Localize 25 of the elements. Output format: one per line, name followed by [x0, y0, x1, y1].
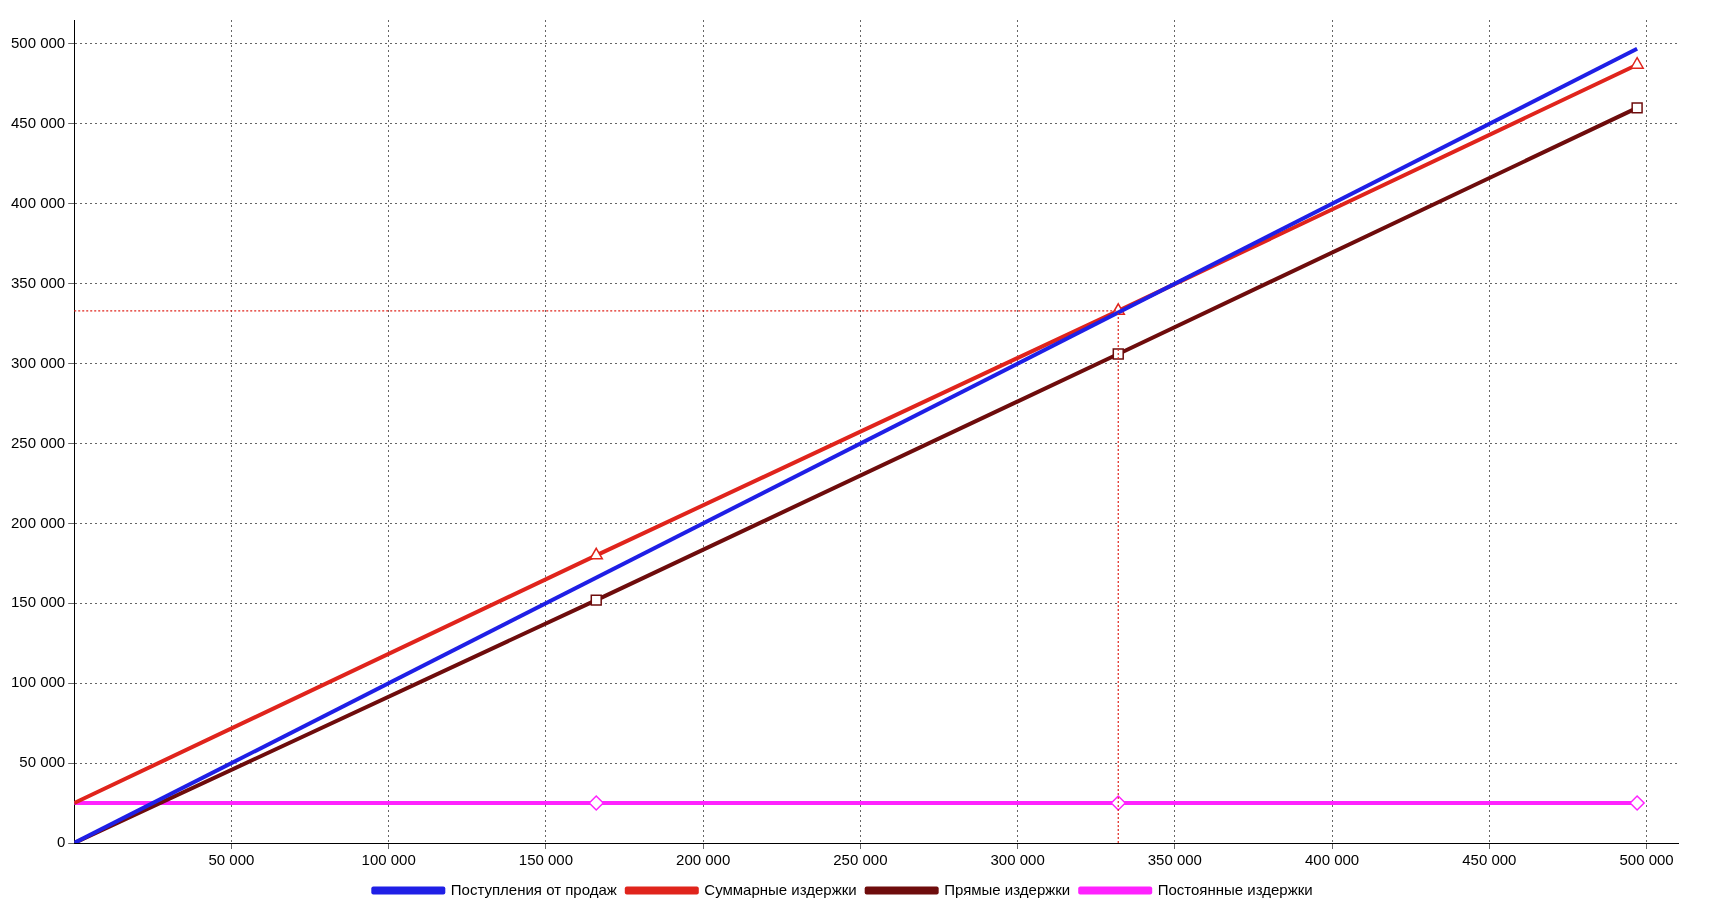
y-tick-label: 450 000: [10, 114, 66, 132]
y-tick-label: 200 000: [10, 513, 66, 531]
x-tick-label: 50 000: [208, 851, 255, 869]
x-tick-label: 300 000: [990, 851, 1045, 869]
y-tick-label: 250 000: [10, 433, 66, 451]
y-tick-label: 50 000: [19, 753, 66, 771]
x-tick-label: 100 000: [361, 851, 416, 869]
x-tick-label: 350 000: [1147, 851, 1202, 869]
y-tick-label: 100 000: [10, 673, 66, 691]
x-tick-label: 150 000: [518, 851, 574, 869]
y-tick-label: 150 000: [10, 593, 66, 611]
y-tick-label: 0: [56, 833, 66, 851]
x-tick-label: 450 000: [1462, 851, 1517, 869]
x-tick-label: 500 000: [1619, 851, 1674, 869]
legend-label: Суммарные издержки: [704, 880, 857, 898]
x-tick-label: 200 000: [676, 851, 731, 869]
y-tick-label: 350 000: [10, 273, 66, 291]
y-tick-label: 400 000: [10, 193, 66, 211]
x-tick-label: 250 000: [833, 851, 888, 869]
x-tick-label: 400 000: [1304, 851, 1360, 869]
legend-label: Поступления от продаж: [450, 880, 617, 898]
y-tick-label: 300 000: [10, 353, 66, 371]
legend-label: Постоянные издержки: [1157, 880, 1313, 898]
y-tick-label: 500 000: [10, 34, 66, 52]
legend-label: Прямые издержки: [944, 880, 1071, 898]
